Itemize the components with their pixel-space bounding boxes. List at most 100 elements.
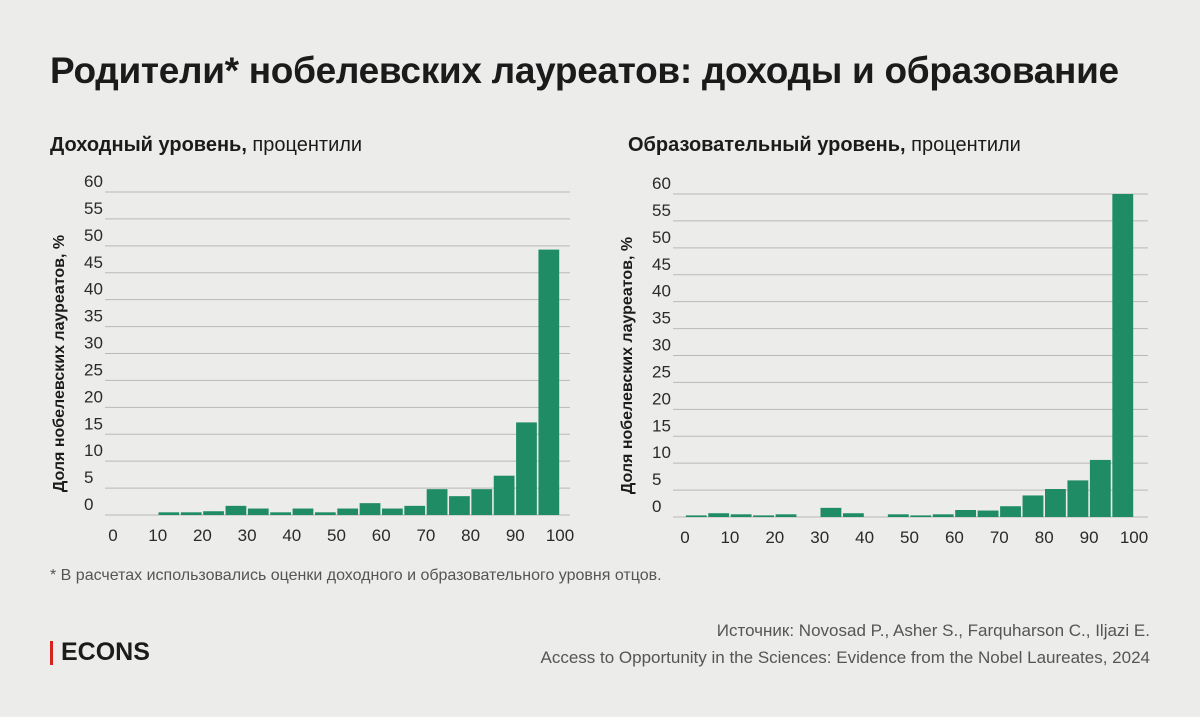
income-gridlines	[105, 191, 570, 516]
education-y-tick-label: 30	[652, 336, 671, 355]
education-y-tick-label: 50	[652, 228, 671, 247]
income-bars	[158, 249, 560, 515]
chart-income-subtitle-rest: процентили	[246, 134, 363, 156]
education-bar-0-5	[685, 515, 707, 517]
education-y-axis-label: Доля нобелевских лауреатов, %	[619, 237, 636, 494]
education-y-tick-label: 45	[652, 255, 671, 274]
education-x-tick-label: 10	[720, 528, 739, 547]
income-bar-10-15	[158, 512, 180, 515]
income-y-tick-label: 20	[84, 387, 103, 406]
logo-text: ECONS	[61, 638, 150, 666]
education-y-tick-label: 0	[652, 497, 661, 516]
education-x-tick-label: 100	[1120, 528, 1148, 547]
education-x-tick-label: 30	[810, 528, 829, 547]
income-bar-25-30	[225, 505, 247, 515]
education-bar-55-60	[932, 514, 954, 517]
education-y-tick-label: 5	[652, 470, 661, 489]
income-bar-75-80	[449, 496, 470, 515]
chart-income-subtitle: Доходный уровень, процентили	[50, 134, 362, 157]
income-y-tick-label: 55	[84, 199, 103, 218]
education-bar-90-95	[1089, 459, 1111, 517]
income-bar-45-50	[314, 512, 336, 515]
education-bar-75-80	[1022, 495, 1044, 517]
income-bar-20-25	[203, 511, 224, 515]
income-bar-55-60	[359, 503, 381, 515]
education-y-tick-label: 20	[652, 389, 671, 408]
income-x-tick-label: 70	[416, 526, 435, 545]
income-x-tick-label: 80	[461, 526, 480, 545]
education-bar-15-20	[753, 515, 774, 517]
education-y-tick-label: 35	[652, 309, 671, 328]
income-bar-50-55	[337, 508, 359, 515]
education-x-tick-label: 50	[900, 528, 919, 547]
income-y-tick-label: 40	[84, 280, 103, 299]
income-y-tick-label: 0	[84, 495, 93, 514]
income-bar-60-65	[382, 508, 403, 515]
income-y-tick-label: 5	[84, 468, 93, 487]
income-bar-40-45	[292, 508, 314, 515]
income-y-tick-label: 35	[84, 307, 103, 326]
education-bar-85-90	[1067, 480, 1089, 517]
education-x-tick-label: 80	[1035, 528, 1054, 547]
education-x-tick-label: 90	[1080, 528, 1099, 547]
education-bar-35-40	[842, 513, 864, 517]
income-x-tick-label: 20	[193, 526, 212, 545]
education-bar-65-70	[977, 510, 999, 517]
income-x-tick-label: 60	[372, 526, 391, 545]
income-y-tick-label: 45	[84, 253, 103, 272]
education-bar-80-85	[1045, 489, 1066, 517]
education-y-tick-label: 10	[652, 443, 671, 462]
education-x-tick-label: 0	[680, 528, 689, 547]
income-y-tick-label: 30	[84, 334, 103, 353]
income-y-tick-label: 10	[84, 441, 103, 460]
education-bar-10-15	[730, 514, 752, 517]
education-bar-50-55	[910, 515, 932, 517]
econs-logo: ECONS	[50, 638, 150, 667]
education-y-tick-label: 40	[652, 282, 671, 301]
education-bar-45-50	[887, 514, 909, 517]
education-bar-60-65	[955, 510, 977, 517]
income-y-tick-label: 60	[84, 172, 103, 191]
chart-education-subtitle: Образовательный уровень, процентили	[628, 134, 1021, 157]
source: Источник: Novosad P., Asher S., Farquhar…	[540, 617, 1150, 671]
income-y-tick-label: 15	[84, 414, 103, 433]
income-bar-70-75	[426, 489, 448, 515]
education-bars	[685, 194, 1134, 517]
income-bar-90-95	[516, 422, 537, 515]
income-y-axis-label: Доля нобелевских лауреатов, %	[51, 235, 68, 492]
income-chart: 0 5 10 15 20 25 30 35 40 45 50 55 60 0 10 20 30 40 50 60 70 8…	[51, 172, 574, 545]
source-line-1: Источник: Novosad P., Asher S., Farquhar…	[716, 621, 1150, 640]
source-line-2: Access to Opportunity in the Sciences: E…	[540, 648, 1150, 667]
income-bar-80-85	[471, 489, 493, 515]
education-x-tick-label: 40	[855, 528, 874, 547]
education-x-tick-label: 70	[990, 528, 1009, 547]
income-bar-65-70	[404, 505, 426, 515]
income-y-tick-label: 50	[84, 226, 103, 245]
footnote: * В расчетах использовались оценки доход…	[50, 567, 662, 584]
income-x-tick-label: 100	[546, 526, 574, 545]
income-x-tick-label: 40	[282, 526, 301, 545]
education-x-tick-label: 60	[945, 528, 964, 547]
education-bar-70-75	[1000, 506, 1021, 517]
chart-education-subtitle-rest: процентили	[905, 134, 1021, 156]
income-bar-95-100	[538, 249, 560, 515]
income-x-tick-label: 10	[148, 526, 167, 545]
education-x-tick-label: 20	[765, 528, 784, 547]
page-title: Родители* нобелевских лауреатов: доходы …	[50, 50, 1119, 91]
income-x-tick-label: 30	[238, 526, 257, 545]
income-bar-85-90	[493, 475, 515, 515]
education-y-tick-label: 25	[652, 362, 671, 381]
education-bar-30-35	[820, 507, 842, 517]
income-x-tick-label: 0	[108, 526, 117, 545]
income-x-tick-label: 90	[506, 526, 525, 545]
income-bar-30-35	[247, 508, 269, 515]
income-bar-15-20	[180, 512, 202, 515]
chart-income-subtitle-bold: Доходный уровень,	[50, 134, 247, 156]
income-x-tick-label: 50	[327, 526, 346, 545]
education-bar-5-10	[708, 513, 730, 517]
income-y-tick-label: 25	[84, 360, 103, 379]
logo-accent-bar	[50, 640, 53, 665]
education-y-tick-label: 60	[652, 174, 671, 193]
education-bar-95-100	[1112, 194, 1134, 517]
chart-education-subtitle-bold: Образовательный уровень,	[628, 134, 906, 156]
